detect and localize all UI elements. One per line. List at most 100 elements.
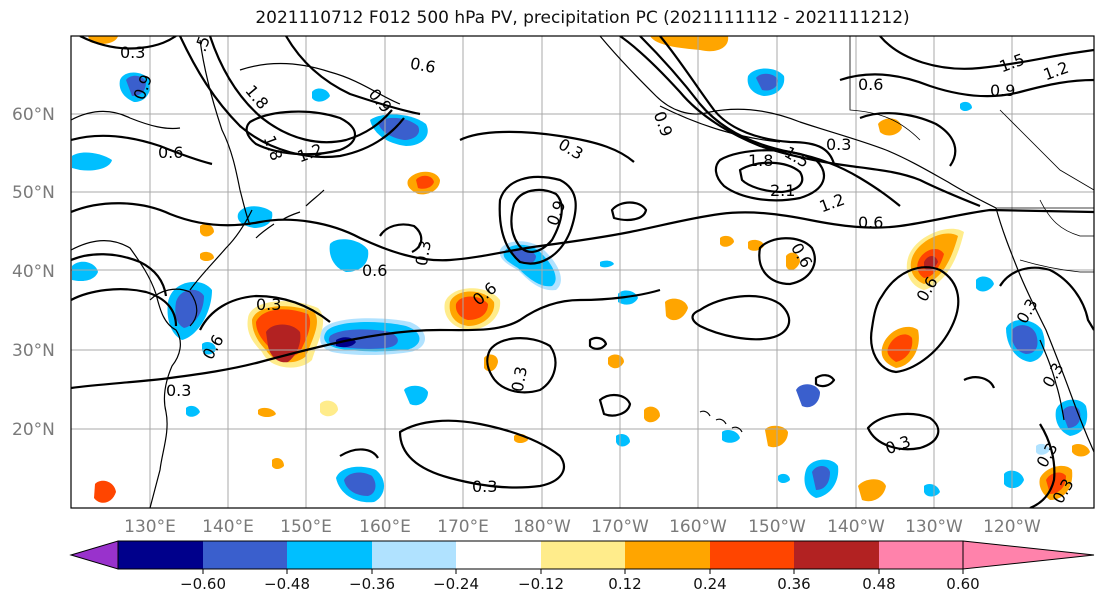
precip-area: [1072, 444, 1090, 457]
pv-contour: [459, 130, 635, 163]
lat-label: 20°N: [12, 420, 55, 440]
pv-contours: [71, 36, 1094, 508]
precip-area: [1062, 406, 1081, 428]
lon-label: 150°W: [748, 517, 806, 537]
colorbar-extend-right: [962, 540, 1095, 570]
pv-contour: [610, 201, 648, 221]
contour-label: 0.6: [158, 143, 183, 162]
precip-area: [976, 276, 994, 292]
precip-area: [416, 175, 434, 189]
colorbar-tick-label: 0.48: [862, 575, 895, 593]
pv-contour: [714, 149, 826, 202]
pv-contour: [179, 36, 405, 159]
colorbar-segment: [879, 541, 963, 569]
colorbar-segment: [287, 541, 372, 569]
precip-area: [644, 406, 660, 423]
pv-contour: [619, 36, 981, 208]
contour-label: 2.1: [770, 181, 795, 200]
pv-contour: [870, 266, 960, 374]
pv-contour: [839, 73, 1094, 98]
precip-negative-areas: [72, 68, 1088, 503]
colorbar-ticks: [202, 569, 964, 574]
pv-contour: [758, 237, 816, 286]
precip-area: [312, 88, 330, 102]
longitude-labels: 130°E 140°E 150°E 160°E 170°E 180°W 170°…: [124, 517, 1041, 537]
precip-area: [858, 479, 886, 502]
pv-contour: [339, 448, 379, 459]
coastline-aleutians: [659, 105, 781, 143]
lon-label: 130°E: [124, 517, 176, 537]
lat-label: 60°N: [12, 105, 55, 125]
precip-area: [94, 480, 116, 503]
colorbar: −0.60 −0.48 −0.36 −0.24 −0.12 0.12 0.24 …: [69, 540, 1095, 593]
lon-label: 140°E: [202, 517, 254, 537]
precip-area: [202, 342, 216, 355]
pv-contour: [199, 294, 331, 331]
precip-area: [960, 101, 972, 111]
contour-label: 0.3: [256, 295, 281, 314]
colorbar-segment: [541, 541, 625, 569]
pv-contour: [398, 419, 565, 489]
pv-contour: [814, 374, 836, 388]
precip-area: [200, 251, 214, 261]
lon-label: 180°W: [513, 517, 571, 537]
contour-label: 0.9: [990, 81, 1015, 100]
pv-contour: [1029, 423, 1056, 508]
coastline-asia: [71, 240, 181, 508]
precip-area: [344, 472, 376, 496]
precip-area: [924, 484, 940, 497]
lon-label: 120°W: [983, 517, 1041, 537]
pv-contour: [208, 36, 393, 144]
lon-label: 150°E: [280, 517, 332, 537]
pv-contour: [691, 294, 791, 341]
pv-contour: [79, 36, 177, 50]
colorbar-segment: [625, 541, 710, 569]
contour-label: 0.3: [472, 477, 497, 496]
pv-contour: [859, 112, 957, 167]
pv-contour: [738, 161, 804, 194]
precip-area: [878, 118, 902, 136]
lon-label: 130°W: [905, 517, 963, 537]
precip-area: [600, 260, 614, 268]
lon-label: 160°W: [669, 517, 727, 537]
lon-label: 160°E: [359, 517, 411, 537]
precip-area: [404, 385, 428, 406]
colorbar-tick-label: 0.36: [777, 575, 810, 593]
pv-contour: [486, 337, 557, 394]
precip-area: [1036, 443, 1050, 455]
coastlines: [71, 36, 1094, 508]
colorbar-segment: [710, 541, 794, 569]
lon-label: 140°W: [827, 517, 885, 537]
colorbar-extend-left: [69, 540, 119, 570]
lon-label: 170°E: [437, 517, 489, 537]
page-title: 2021110712 F012 500 hPa PV, precipitatio…: [255, 8, 910, 28]
coastline-hawaii: [699, 410, 743, 433]
contour-label: 0.6: [362, 261, 387, 280]
pv-contour: [588, 336, 608, 350]
precip-area: [722, 430, 740, 443]
coastline-alaska: [599, 36, 997, 209]
precip-area: [175, 289, 204, 328]
coastline-kamchatka: [199, 39, 251, 226]
precip-area: [126, 75, 146, 96]
colorbar-segment: [794, 541, 879, 569]
precip-area: [756, 73, 778, 91]
contour-label: 0.6: [858, 75, 883, 94]
pv-contour: [71, 288, 661, 390]
precip-area: [812, 466, 830, 490]
colorbar-tick-label: 0.12: [608, 575, 641, 593]
precip-area: [329, 239, 369, 272]
colorbar-segment: [456, 541, 541, 569]
lat-label: 50°N: [12, 183, 55, 203]
colorbar-tick-label: −0.60: [180, 575, 226, 593]
pv-contour: [71, 288, 178, 327]
precip-area: [237, 206, 273, 228]
pv-contour: [379, 223, 423, 253]
pv-contour: [866, 412, 940, 451]
pv-contour: [245, 110, 357, 156]
precip-area: [72, 152, 112, 171]
pv-contour: [659, 36, 836, 165]
precip-area: [200, 224, 214, 237]
colorbar-tick-label: −0.36: [349, 575, 395, 593]
